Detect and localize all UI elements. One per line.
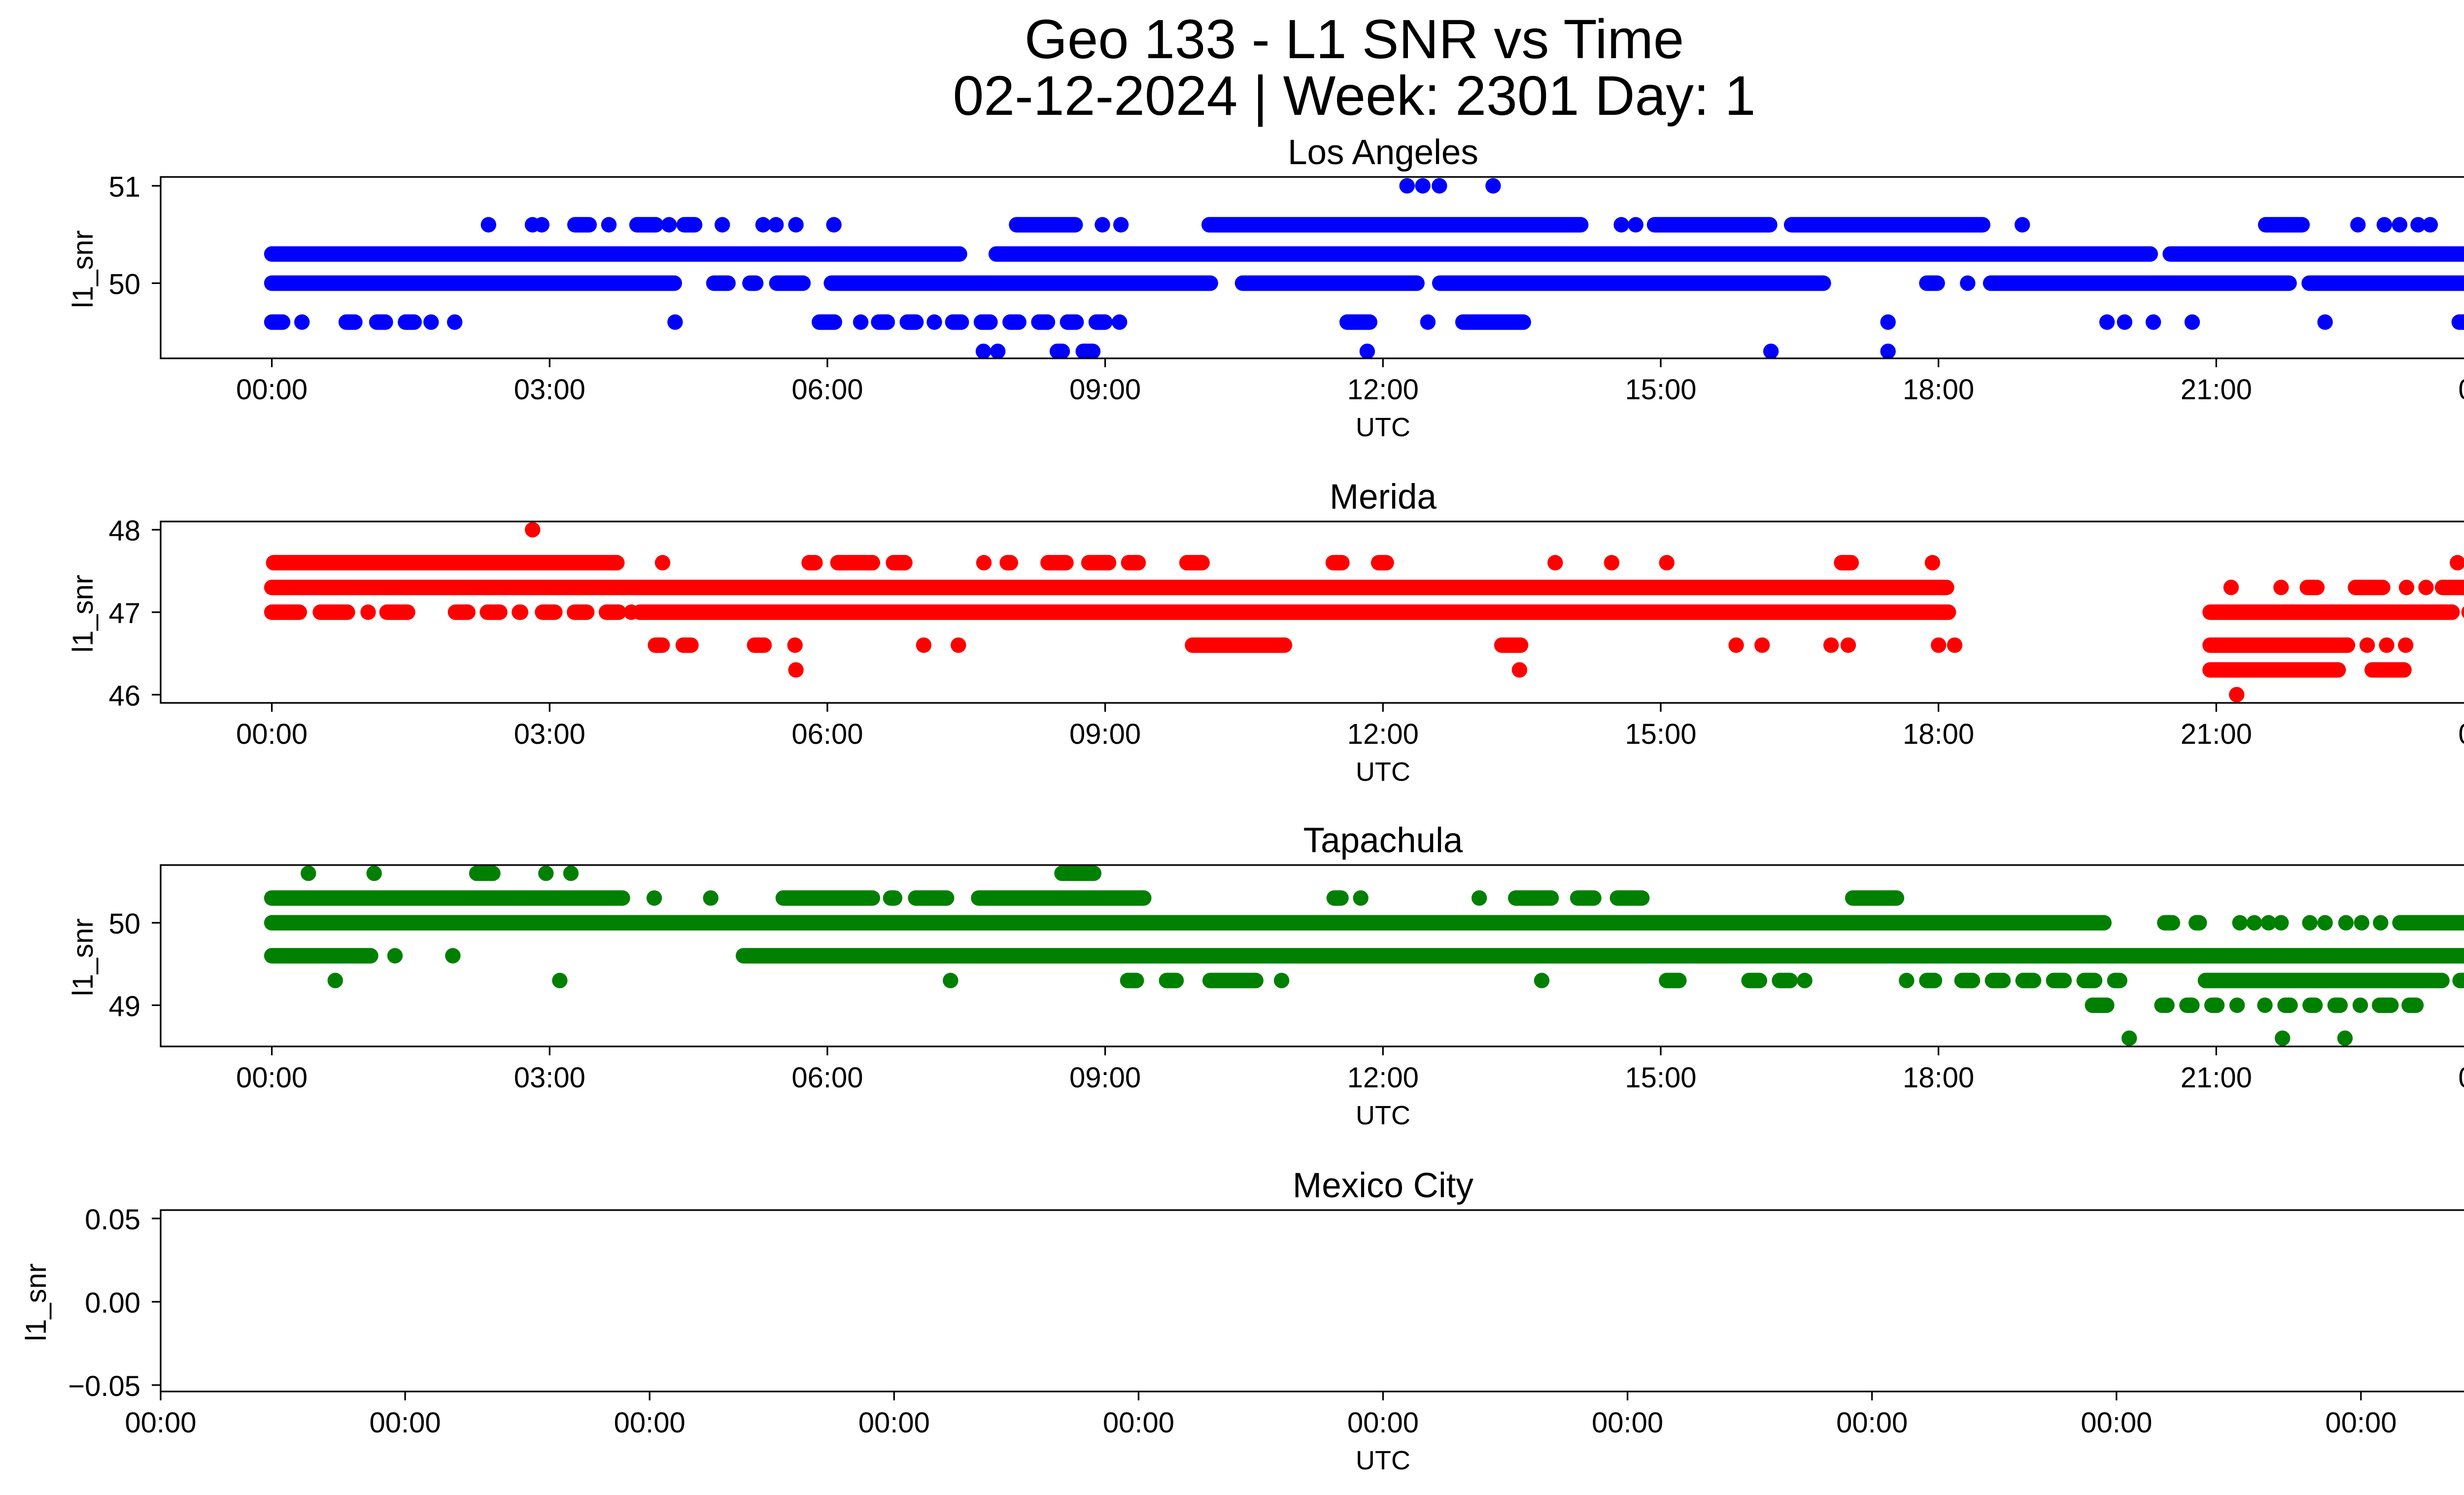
svg-text:15:00: 15:00 <box>1625 1062 1696 1094</box>
svg-text:02-12-2024 | Week: 2301 Day: 1: 02-12-2024 | Week: 2301 Day: 1 <box>953 65 1755 127</box>
svg-text:12:00: 12:00 <box>1347 374 1419 406</box>
svg-text:48: 48 <box>108 515 140 547</box>
svg-text:09:00: 09:00 <box>1069 374 1141 406</box>
svg-text:UTC: UTC <box>1356 1446 1410 1475</box>
svg-text:06:00: 06:00 <box>791 1062 863 1094</box>
svg-text:l1_snr: l1_snr <box>20 1263 52 1341</box>
svg-text:Tapachula: Tapachula <box>1303 821 1463 860</box>
svg-text:Mexico City: Mexico City <box>1293 1166 1473 1205</box>
svg-text:09:00: 09:00 <box>1069 1062 1141 1094</box>
svg-text:00:00: 00:00 <box>858 1407 930 1439</box>
svg-text:l1_snr: l1_snr <box>67 230 99 308</box>
svg-text:51: 51 <box>108 171 140 203</box>
svg-text:Los Angeles: Los Angeles <box>1288 133 1478 172</box>
svg-text:UTC: UTC <box>1356 1101 1410 1130</box>
svg-text:47: 47 <box>108 597 140 629</box>
svg-text:09:00: 09:00 <box>1069 718 1141 750</box>
svg-text:00:00: 00:00 <box>614 1407 685 1439</box>
svg-text:49: 49 <box>108 990 140 1022</box>
svg-text:12:00: 12:00 <box>1347 1062 1419 1094</box>
svg-text:00:00: 00:00 <box>1592 1407 1663 1439</box>
svg-text:15:00: 15:00 <box>1625 718 1696 750</box>
svg-text:00:00: 00:00 <box>2081 1407 2152 1439</box>
svg-text:l1_snr: l1_snr <box>67 918 99 996</box>
svg-text:00:00: 00:00 <box>125 1407 196 1439</box>
svg-text:21:00: 21:00 <box>2181 374 2252 406</box>
svg-text:Merida: Merida <box>1330 478 1437 517</box>
svg-text:0.00: 0.00 <box>85 1287 140 1319</box>
svg-text:00:00: 00:00 <box>1836 1407 1908 1439</box>
svg-text:00:00: 00:00 <box>2325 1407 2396 1439</box>
svg-text:UTC: UTC <box>1356 413 1410 442</box>
svg-text:0.05: 0.05 <box>85 1204 140 1236</box>
svg-text:00:00: 00:00 <box>1103 1407 1174 1439</box>
svg-text:12:00: 12:00 <box>1347 718 1419 750</box>
svg-text:00:00: 00:00 <box>236 374 308 406</box>
svg-text:18:00: 18:00 <box>1903 374 1974 406</box>
svg-text:21:00: 21:00 <box>2181 718 2252 750</box>
svg-text:00:00: 00:00 <box>2458 718 2464 750</box>
svg-text:46: 46 <box>108 680 140 712</box>
svg-text:18:00: 18:00 <box>1903 1062 1974 1094</box>
svg-text:03:00: 03:00 <box>514 1062 585 1094</box>
svg-text:50: 50 <box>108 908 140 940</box>
svg-text:00:00: 00:00 <box>2458 1062 2464 1094</box>
svg-text:06:00: 06:00 <box>791 718 863 750</box>
svg-text:03:00: 03:00 <box>514 718 585 750</box>
svg-text:21:00: 21:00 <box>2181 1062 2252 1094</box>
svg-text:03:00: 03:00 <box>514 374 585 406</box>
svg-text:Geo 133 - L1 SNR vs Time: Geo 133 - L1 SNR vs Time <box>1025 8 1684 70</box>
svg-text:00:00: 00:00 <box>236 1062 308 1094</box>
svg-text:15:00: 15:00 <box>1625 374 1696 406</box>
svg-text:UTC: UTC <box>1356 757 1410 787</box>
svg-text:06:00: 06:00 <box>791 374 863 406</box>
svg-text:00:00: 00:00 <box>370 1407 441 1439</box>
svg-text:00:00: 00:00 <box>236 718 308 750</box>
svg-text:−0.05: −0.05 <box>68 1370 140 1402</box>
svg-text:00:00: 00:00 <box>2458 374 2464 406</box>
svg-text:18:00: 18:00 <box>1903 718 1974 750</box>
svg-text:l1_snr: l1_snr <box>67 575 99 653</box>
svg-text:50: 50 <box>108 269 140 301</box>
svg-text:00:00: 00:00 <box>1347 1407 1419 1439</box>
